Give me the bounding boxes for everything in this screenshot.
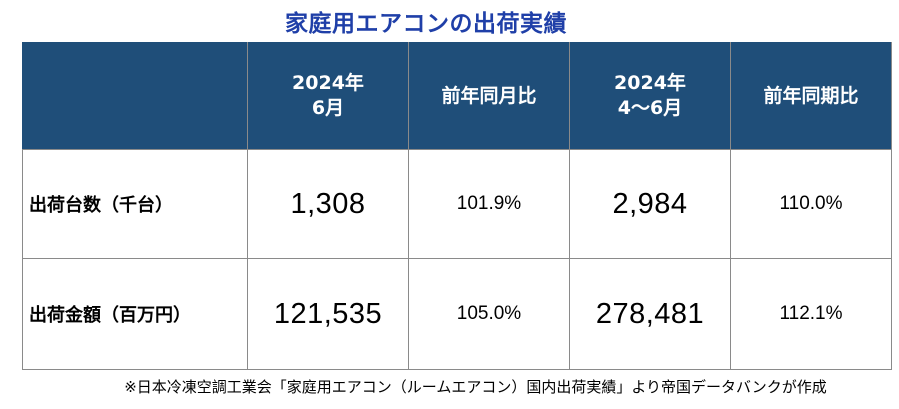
cell-amount-month-yoy: 105.0% — [408, 258, 570, 370]
table-row: 出荷金額（百万円） 121,535 105.0% 278,481 112.1% — [22, 258, 892, 370]
header-month-month: 6月 — [311, 97, 345, 119]
header-month-2024-06: 2024年 6月 — [247, 42, 409, 150]
cell-units-month: 1,308 — [247, 149, 409, 259]
header-month-year: 2024年 — [292, 72, 364, 95]
cell-units-period-yoy: 110.0% — [730, 149, 892, 259]
cell-units-month-yoy: 101.9% — [408, 149, 570, 259]
header-period-range: 4～6月 — [617, 97, 683, 119]
source-note: ※日本冷凍空調工業会「家庭用エアコン（ルームエアコン）国内出荷実績」より帝国デー… — [124, 378, 827, 396]
row-label-amount: 出荷金額（百万円） — [22, 258, 248, 370]
cell-amount-period-yoy: 112.1% — [730, 258, 892, 370]
header-month-yoy: 前年同月比 — [408, 42, 570, 150]
shipment-table: 2024年 6月 前年同月比 2024年 4～6月 前年同期比 出荷台数（千台）… — [22, 42, 892, 370]
header-period-year: 2024年 — [614, 72, 686, 95]
header-period-yoy: 前年同期比 — [730, 42, 892, 150]
table-header-row: 2024年 6月 前年同月比 2024年 4～6月 前年同期比 — [22, 42, 892, 150]
cell-amount-month: 121,535 — [247, 258, 409, 370]
page-title: 家庭用エアコンの出荷実績 — [285, 11, 567, 37]
header-corner-cell — [22, 42, 248, 150]
row-label-units: 出荷台数（千台） — [22, 149, 248, 259]
cell-units-period: 2,984 — [569, 149, 731, 259]
table-row: 出荷台数（千台） 1,308 101.9% 2,984 110.0% — [22, 149, 892, 259]
header-period-2024-q2: 2024年 4～6月 — [569, 42, 731, 150]
cell-amount-period: 278,481 — [569, 258, 731, 370]
